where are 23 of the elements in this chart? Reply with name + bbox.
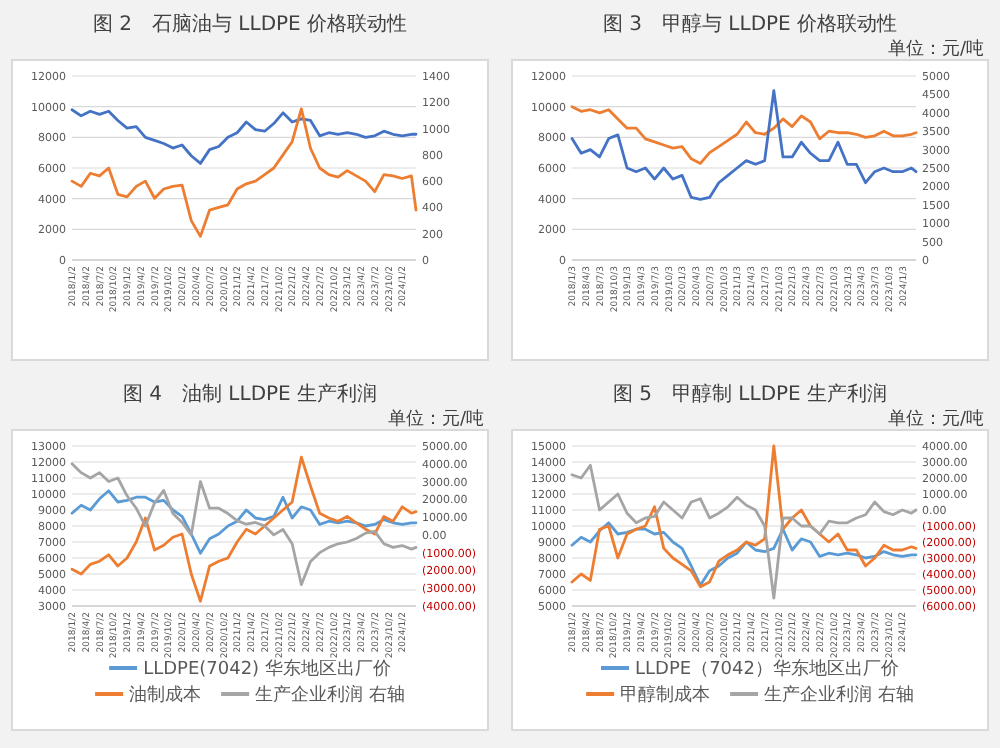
line-series [70, 489, 418, 555]
legend-label: LLDPE(7042) 华东地区出厂价 [143, 658, 391, 680]
chart-subtitle: 单位：元/吨 [387, 408, 484, 430]
line-series [570, 444, 918, 589]
chart-title: 图 3 甲醇与 LLDPE 价格联动性 [602, 12, 898, 36]
line-series [570, 105, 918, 165]
legend-label: LLDPE（7042）华东地区出厂价 [635, 658, 899, 680]
legend-label: 生产企业利润 右轴 [764, 684, 914, 706]
chart-subtitle: 单位：元/吨 [887, 408, 984, 430]
line-series [570, 89, 918, 201]
legend-label: 甲醇制成本 [620, 684, 711, 706]
line-series [70, 455, 418, 603]
chart-title: 图 5 甲醇制 LLDPE 生产利润 [612, 382, 888, 406]
line-series [570, 521, 918, 587]
line-series [70, 108, 418, 165]
chart-subtitle: 单位：元/吨 [887, 38, 984, 60]
legend-label: 生产企业利润 右轴 [255, 684, 405, 706]
legend-label: 油制成本 [129, 684, 202, 706]
chart-title: 图 4 油制 LLDPE 生产利润 [122, 382, 378, 406]
line-series [70, 462, 418, 587]
line-series [70, 107, 418, 238]
line-series [570, 463, 918, 600]
chart-title: 图 2 石脑油与 LLDPE 价格联动性 [92, 12, 408, 36]
